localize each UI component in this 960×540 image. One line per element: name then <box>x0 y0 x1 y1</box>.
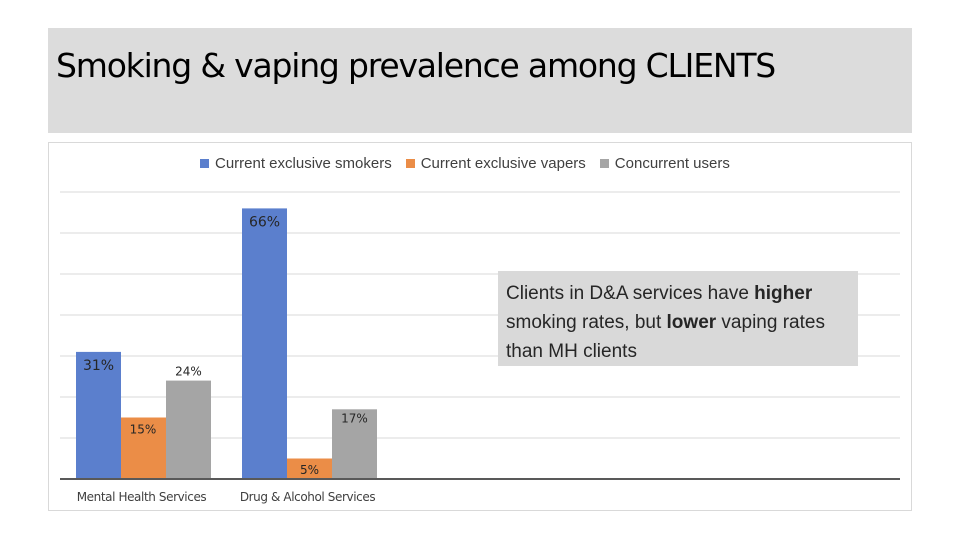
category-label-0: Mental Health Services <box>77 490 207 504</box>
data-label-vapers-0: 15% <box>130 423 157 437</box>
legend-item-concurrent: Concurrent users <box>599 154 730 172</box>
callout-box: Clients in D&A services have higher smok… <box>498 271 858 366</box>
legend-label-smokers: Current exclusive smokers <box>215 154 392 172</box>
category-label-1: Drug & Alcohol Services <box>240 490 376 504</box>
bar-vapers-1 <box>287 458 332 479</box>
callout-text-3: vaping rates than MH clients <box>506 312 825 362</box>
legend-label-concurrent: Concurrent users <box>614 154 730 172</box>
callout-text-2: smoking rates, but <box>506 312 667 333</box>
legend-swatch-vapers <box>405 158 415 168</box>
bar-concurrent-0 <box>166 380 211 479</box>
bar-concurrent-1 <box>332 409 377 479</box>
legend-label-vapers: Current exclusive vapers <box>420 154 586 172</box>
data-label-smokers-0: 31% <box>83 358 114 374</box>
legend-swatch-smokers <box>200 158 209 168</box>
data-label-concurrent-1: 17% <box>341 411 368 425</box>
chart-legend: Current exclusive smokers Current exclus… <box>200 154 730 172</box>
title-bar: Smoking & vaping prevalence among CLIENT… <box>48 28 912 133</box>
legend-swatch-concurrent <box>599 158 609 168</box>
bar-smokers-1 <box>242 208 287 479</box>
callout-text-1: Clients in D&A services have <box>506 283 755 304</box>
callout-bold-lower: lower <box>666 312 717 333</box>
slide-title: Smoking & vaping prevalence among CLIENT… <box>56 46 776 85</box>
data-label-concurrent-0: 24% <box>175 365 202 379</box>
bar-vapers-0 <box>121 417 166 479</box>
data-label-smokers-1: 66% <box>249 214 280 230</box>
legend-item-vapers: Current exclusive vapers <box>405 154 586 172</box>
data-label-vapers-1: 5% <box>300 463 319 477</box>
bar-smokers-0 <box>76 351 121 479</box>
callout-bold-higher: higher <box>754 283 813 304</box>
legend-item-smokers: Current exclusive smokers <box>200 155 392 172</box>
